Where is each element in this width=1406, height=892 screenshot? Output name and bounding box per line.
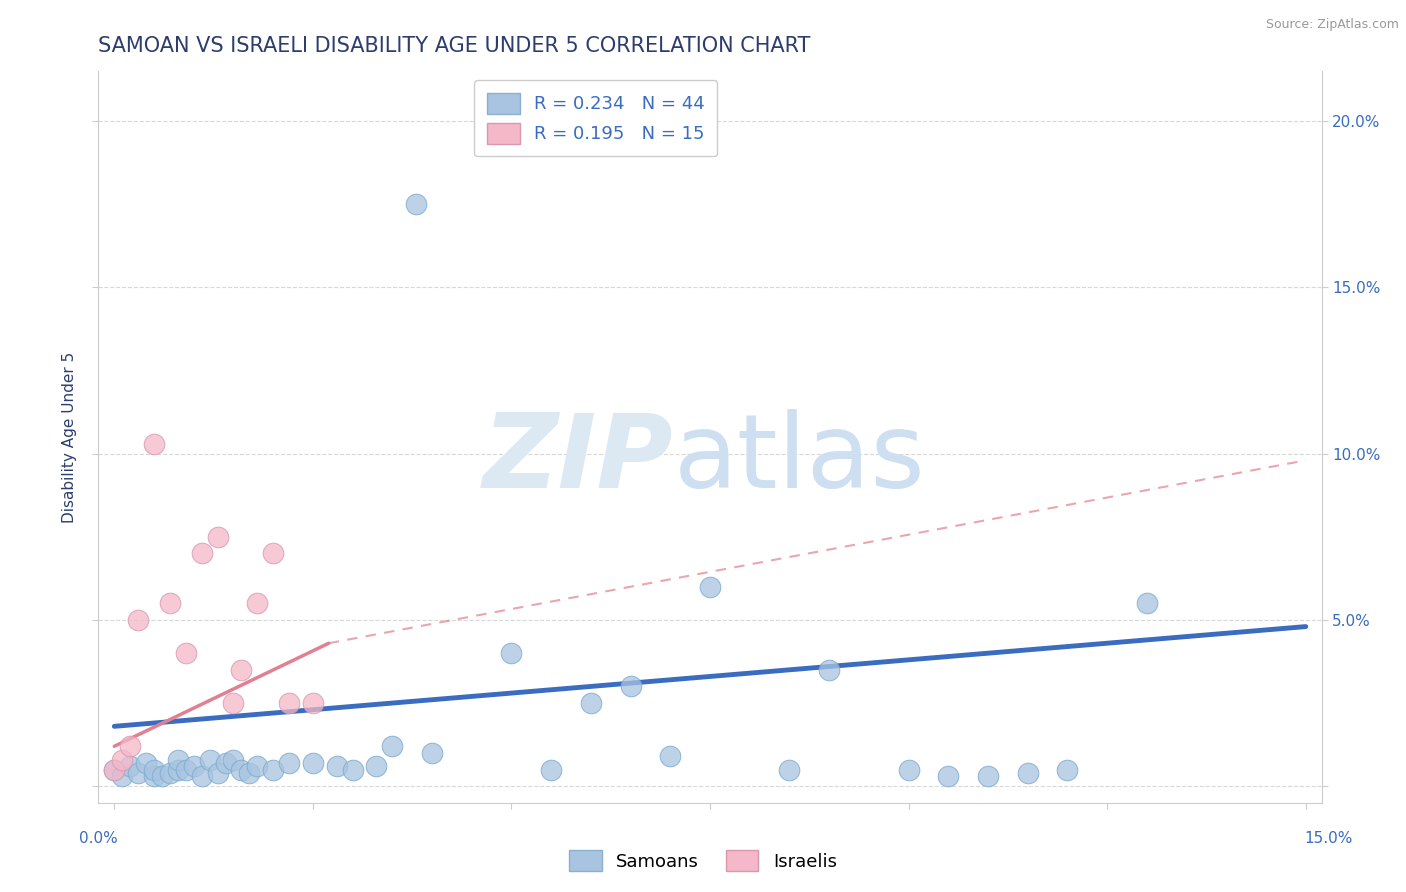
Point xyxy=(231,763,253,777)
Point xyxy=(897,763,920,777)
Point xyxy=(1056,763,1078,777)
Text: 15.0%: 15.0% xyxy=(1305,831,1353,846)
Point xyxy=(818,663,841,677)
Text: SAMOAN VS ISRAELI DISABILITY AGE UNDER 5 CORRELATION CHART: SAMOAN VS ISRAELI DISABILITY AGE UNDER 5… xyxy=(98,36,811,56)
Point xyxy=(246,759,269,773)
Point xyxy=(120,759,142,773)
Point xyxy=(262,546,284,560)
Point xyxy=(127,765,149,780)
Point xyxy=(579,696,602,710)
Point xyxy=(420,746,443,760)
Point xyxy=(302,696,325,710)
Point xyxy=(143,769,166,783)
Point xyxy=(143,763,166,777)
Legend: Samoans, Israelis: Samoans, Israelis xyxy=(562,843,844,879)
Point xyxy=(381,739,404,754)
Point xyxy=(103,763,125,777)
Point xyxy=(246,596,269,610)
Point xyxy=(238,765,260,780)
Point xyxy=(111,753,134,767)
Point xyxy=(620,680,643,694)
Point xyxy=(1136,596,1159,610)
Text: 0.0%: 0.0% xyxy=(79,831,118,846)
Legend: R = 0.234   N = 44, R = 0.195   N = 15: R = 0.234 N = 44, R = 0.195 N = 15 xyxy=(474,80,717,156)
Point xyxy=(405,197,427,211)
Point xyxy=(214,756,236,770)
Point xyxy=(183,759,205,773)
Text: ZIP: ZIP xyxy=(482,409,673,509)
Point xyxy=(166,763,188,777)
Point xyxy=(778,763,800,777)
Point xyxy=(127,613,149,627)
Point xyxy=(120,739,142,754)
Point xyxy=(103,763,125,777)
Point xyxy=(111,769,134,783)
Point xyxy=(166,753,188,767)
Point xyxy=(135,756,157,770)
Point xyxy=(540,763,562,777)
Point xyxy=(342,763,364,777)
Point xyxy=(231,663,253,677)
Point xyxy=(198,753,221,767)
Point xyxy=(150,769,173,783)
Point xyxy=(174,646,197,660)
Point xyxy=(190,546,212,560)
Point xyxy=(977,769,1000,783)
Point xyxy=(278,756,301,770)
Point xyxy=(174,763,197,777)
Point xyxy=(159,765,181,780)
Point xyxy=(659,749,682,764)
Point xyxy=(302,756,325,770)
Point xyxy=(207,530,229,544)
Point xyxy=(936,769,959,783)
Point xyxy=(143,436,166,450)
Point xyxy=(366,759,388,773)
Point xyxy=(190,769,212,783)
Point xyxy=(262,763,284,777)
Point xyxy=(325,759,347,773)
Point xyxy=(207,765,229,780)
Text: atlas: atlas xyxy=(673,409,925,509)
Point xyxy=(222,696,245,710)
Point xyxy=(699,580,721,594)
Point xyxy=(159,596,181,610)
Y-axis label: Disability Age Under 5: Disability Age Under 5 xyxy=(62,351,77,523)
Point xyxy=(222,753,245,767)
Point xyxy=(501,646,523,660)
Text: Source: ZipAtlas.com: Source: ZipAtlas.com xyxy=(1265,18,1399,31)
Point xyxy=(1017,765,1039,780)
Point xyxy=(278,696,301,710)
